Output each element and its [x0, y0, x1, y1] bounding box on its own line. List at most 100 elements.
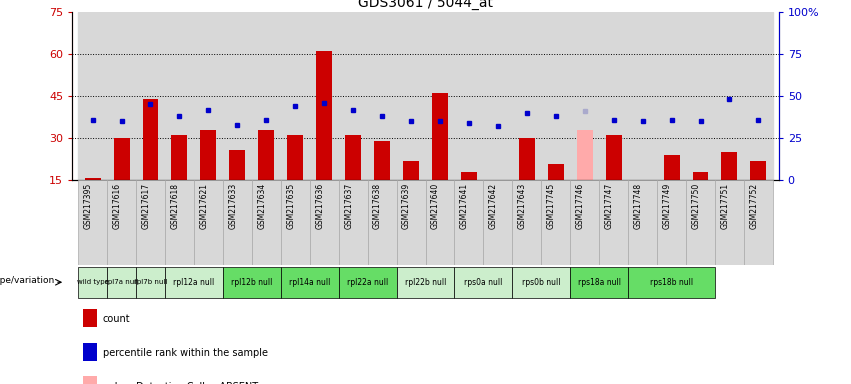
- Text: GSM217395: GSM217395: [83, 183, 93, 229]
- Bar: [512, 267, 570, 298]
- Text: GSM217751: GSM217751: [721, 183, 729, 229]
- Text: GSM217642: GSM217642: [488, 183, 498, 229]
- Bar: [606, 136, 621, 223]
- Bar: [686, 180, 715, 265]
- Bar: [107, 12, 136, 180]
- Bar: [223, 267, 281, 298]
- Bar: [339, 180, 368, 265]
- Bar: [628, 180, 657, 265]
- Bar: [599, 180, 628, 265]
- Bar: [519, 138, 534, 223]
- Bar: [107, 267, 136, 298]
- Bar: [78, 180, 107, 265]
- Text: GSM217616: GSM217616: [112, 183, 122, 229]
- Bar: [84, 178, 100, 223]
- Bar: [664, 155, 679, 223]
- Bar: [635, 183, 650, 223]
- Bar: [715, 12, 744, 180]
- Bar: [403, 161, 419, 223]
- Bar: [281, 267, 339, 298]
- Bar: [512, 12, 541, 180]
- Bar: [252, 12, 281, 180]
- Text: GSM217746: GSM217746: [576, 183, 585, 229]
- Bar: [512, 180, 541, 265]
- Text: rpl12a null: rpl12a null: [174, 278, 214, 287]
- Bar: [83, 343, 97, 361]
- Text: GSM217641: GSM217641: [460, 183, 469, 229]
- Bar: [288, 136, 303, 223]
- Bar: [541, 12, 570, 180]
- Bar: [751, 161, 767, 223]
- Bar: [310, 12, 339, 180]
- Text: GSM217747: GSM217747: [605, 183, 614, 229]
- Bar: [317, 51, 332, 223]
- Text: rpl22b null: rpl22b null: [405, 278, 446, 287]
- Bar: [339, 12, 368, 180]
- Text: GSM217633: GSM217633: [228, 183, 237, 229]
- Bar: [577, 130, 592, 223]
- Bar: [397, 12, 426, 180]
- Bar: [230, 149, 245, 223]
- Bar: [172, 136, 187, 223]
- Text: GSM217640: GSM217640: [431, 183, 440, 229]
- Text: rps18a null: rps18a null: [578, 278, 620, 287]
- Text: GSM217745: GSM217745: [546, 183, 556, 229]
- Bar: [397, 267, 454, 298]
- Bar: [165, 267, 223, 298]
- Text: GSM217621: GSM217621: [199, 183, 208, 229]
- Bar: [78, 267, 107, 298]
- Bar: [194, 12, 223, 180]
- Bar: [483, 180, 512, 265]
- Bar: [570, 180, 599, 265]
- Bar: [686, 12, 715, 180]
- Bar: [548, 164, 563, 223]
- Bar: [570, 267, 628, 298]
- Bar: [194, 180, 223, 265]
- Bar: [744, 180, 773, 265]
- Text: wild type: wild type: [77, 279, 109, 285]
- Bar: [657, 180, 686, 265]
- Text: rpl7a null: rpl7a null: [105, 279, 138, 285]
- Text: rpl22a null: rpl22a null: [347, 278, 388, 287]
- Bar: [483, 12, 512, 180]
- Bar: [715, 180, 744, 265]
- Bar: [461, 172, 477, 223]
- Text: GSM217617: GSM217617: [141, 183, 151, 229]
- Bar: [136, 12, 165, 180]
- Bar: [78, 12, 107, 180]
- Text: GSM217634: GSM217634: [257, 183, 266, 229]
- Text: rps0b null: rps0b null: [522, 278, 561, 287]
- Text: GSM217748: GSM217748: [634, 183, 643, 229]
- Text: value, Detection Call = ABSENT: value, Detection Call = ABSENT: [102, 382, 258, 384]
- Text: GSM217639: GSM217639: [402, 183, 411, 229]
- Bar: [368, 180, 397, 265]
- Bar: [252, 180, 281, 265]
- Bar: [107, 180, 136, 265]
- Bar: [657, 12, 686, 180]
- Bar: [744, 12, 773, 180]
- Bar: [165, 12, 194, 180]
- Text: rpl7b null: rpl7b null: [134, 279, 167, 285]
- Bar: [454, 12, 483, 180]
- Text: genotype/variation: genotype/variation: [0, 276, 54, 285]
- Bar: [693, 172, 709, 223]
- Bar: [346, 136, 361, 223]
- Bar: [368, 12, 397, 180]
- Bar: [136, 267, 165, 298]
- Bar: [223, 180, 252, 265]
- Bar: [339, 267, 397, 298]
- Text: GSM217750: GSM217750: [692, 183, 700, 229]
- Bar: [165, 180, 194, 265]
- Bar: [136, 180, 165, 265]
- Bar: [83, 376, 97, 384]
- Text: GSM217749: GSM217749: [663, 183, 671, 229]
- Bar: [454, 267, 512, 298]
- Bar: [599, 12, 628, 180]
- Bar: [223, 12, 252, 180]
- Text: GSM217638: GSM217638: [373, 183, 382, 229]
- Text: GSM217643: GSM217643: [517, 183, 527, 229]
- Text: GSM217752: GSM217752: [750, 183, 758, 229]
- Bar: [281, 12, 310, 180]
- Text: count: count: [102, 314, 130, 324]
- Bar: [426, 180, 454, 265]
